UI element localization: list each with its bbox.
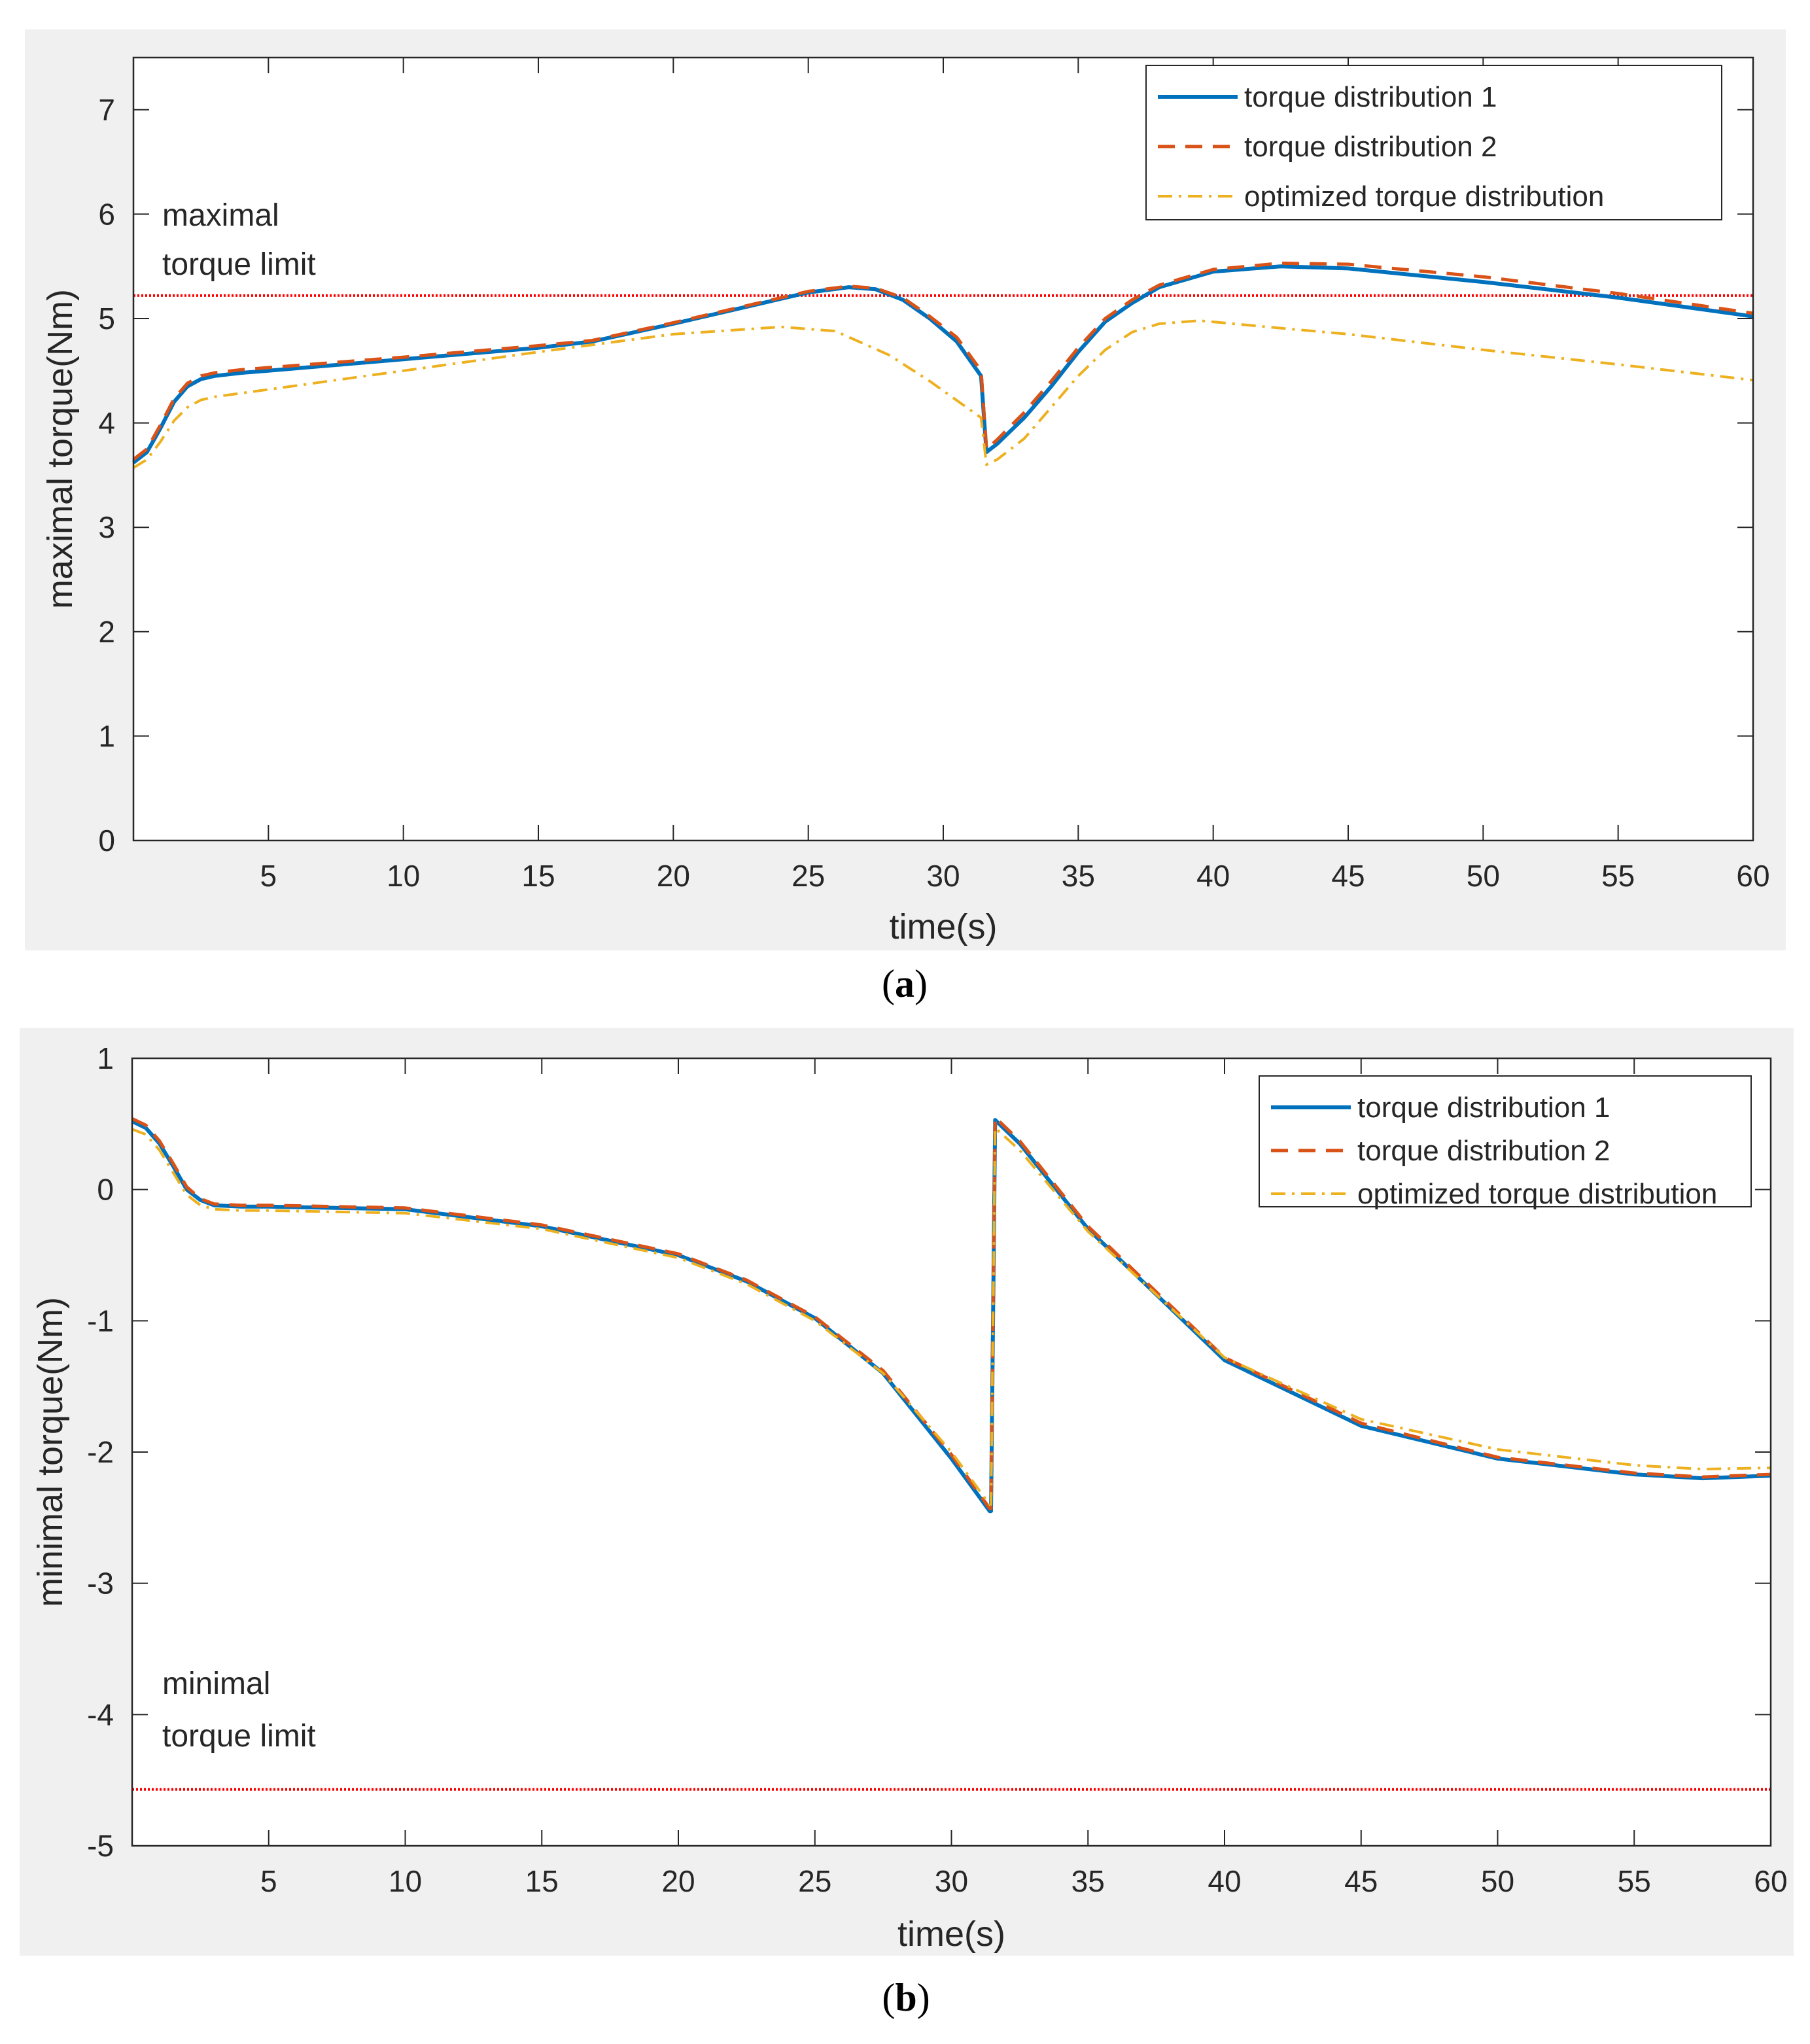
y-tick-label: 5 xyxy=(98,302,115,336)
x-tick-label: 60 xyxy=(1754,1864,1787,1898)
series-line-1 xyxy=(132,264,1754,464)
x-tick-label: 30 xyxy=(935,1864,968,1898)
y-tick-label: 1 xyxy=(97,1041,114,1075)
x-axis-label: time(s) xyxy=(897,1914,1005,1954)
x-tick-label: 20 xyxy=(657,859,690,893)
x-tick-label: 15 xyxy=(521,859,555,893)
y-tick-label: 0 xyxy=(97,1173,114,1207)
caption-a-letter: a xyxy=(895,962,914,1005)
y-axis-label: maximal torque(Nm) xyxy=(41,289,80,609)
x-tick-label: 35 xyxy=(1062,859,1095,893)
limit-annotation-line: maximal xyxy=(162,198,279,233)
legend-box xyxy=(1145,65,1722,220)
y-tick-label: -3 xyxy=(87,1567,114,1601)
legend-label-3: optimized torque distribution xyxy=(1244,181,1604,213)
x-axis-label: time(s) xyxy=(890,907,998,946)
y-tick-label: -1 xyxy=(87,1304,114,1338)
x-tick-label: 15 xyxy=(525,1864,559,1898)
y-tick-label: 0 xyxy=(98,823,115,857)
x-tick-label: 20 xyxy=(661,1864,695,1898)
y-tick-label: 1 xyxy=(98,719,115,753)
x-tick-label: 50 xyxy=(1467,859,1500,893)
x-tick-label: 5 xyxy=(260,1864,277,1898)
series-line-3 xyxy=(132,319,1754,469)
axes-box xyxy=(131,1057,1772,1847)
x-tick-label: 55 xyxy=(1618,1864,1651,1898)
x-tick-label: 45 xyxy=(1344,1864,1378,1898)
legend-box xyxy=(1259,1075,1752,1207)
limit-annotation-line: torque limit xyxy=(162,247,316,282)
x-tick-label: 25 xyxy=(792,859,825,893)
legend-label-3: optimized torque distribution xyxy=(1357,1178,1717,1210)
y-tick-label: -2 xyxy=(87,1435,114,1469)
series-line-2 xyxy=(131,1115,1771,1510)
y-axis-label: minimal torque(Nm) xyxy=(31,1297,70,1607)
x-tick-label: 50 xyxy=(1481,1864,1514,1898)
caption-b: (b) xyxy=(882,1976,930,2019)
caption-a: (a) xyxy=(882,962,928,1005)
y-tick-label: -5 xyxy=(87,1829,114,1863)
y-tick-label: 2 xyxy=(98,615,115,649)
x-tick-label: 30 xyxy=(926,859,960,893)
caption-b-letter: b xyxy=(895,1976,917,2019)
legend-label-1: torque distribution 1 xyxy=(1244,81,1497,113)
y-tick-label: 7 xyxy=(98,93,115,127)
x-tick-label: 45 xyxy=(1331,859,1365,893)
legend-label-1: torque distribution 1 xyxy=(1357,1092,1610,1124)
x-tick-label: 10 xyxy=(387,859,420,893)
axes-box xyxy=(132,56,1754,842)
series-line-3 xyxy=(131,1126,1771,1506)
x-tick-label: 25 xyxy=(798,1864,831,1898)
x-tick-label: 55 xyxy=(1601,859,1635,893)
y-tick-label: 4 xyxy=(98,406,115,440)
y-tick-label: -4 xyxy=(87,1697,114,1731)
x-tick-label: 35 xyxy=(1071,1864,1105,1898)
limit-annotation-line: minimal xyxy=(162,1667,270,1701)
x-tick-label: 40 xyxy=(1196,859,1230,893)
x-tick-label: 40 xyxy=(1208,1864,1241,1898)
legend-label-2: torque distribution 2 xyxy=(1244,131,1497,163)
x-tick-label: 5 xyxy=(260,859,277,893)
x-tick-label: 60 xyxy=(1736,859,1769,893)
limit-annotation-line: torque limit xyxy=(162,1719,316,1754)
y-tick-label: 6 xyxy=(98,197,115,231)
x-tick-label: 10 xyxy=(389,1864,422,1898)
legend-label-2: torque distribution 2 xyxy=(1357,1135,1610,1167)
y-tick-label: 3 xyxy=(98,510,115,544)
series-line-2 xyxy=(132,261,1754,461)
